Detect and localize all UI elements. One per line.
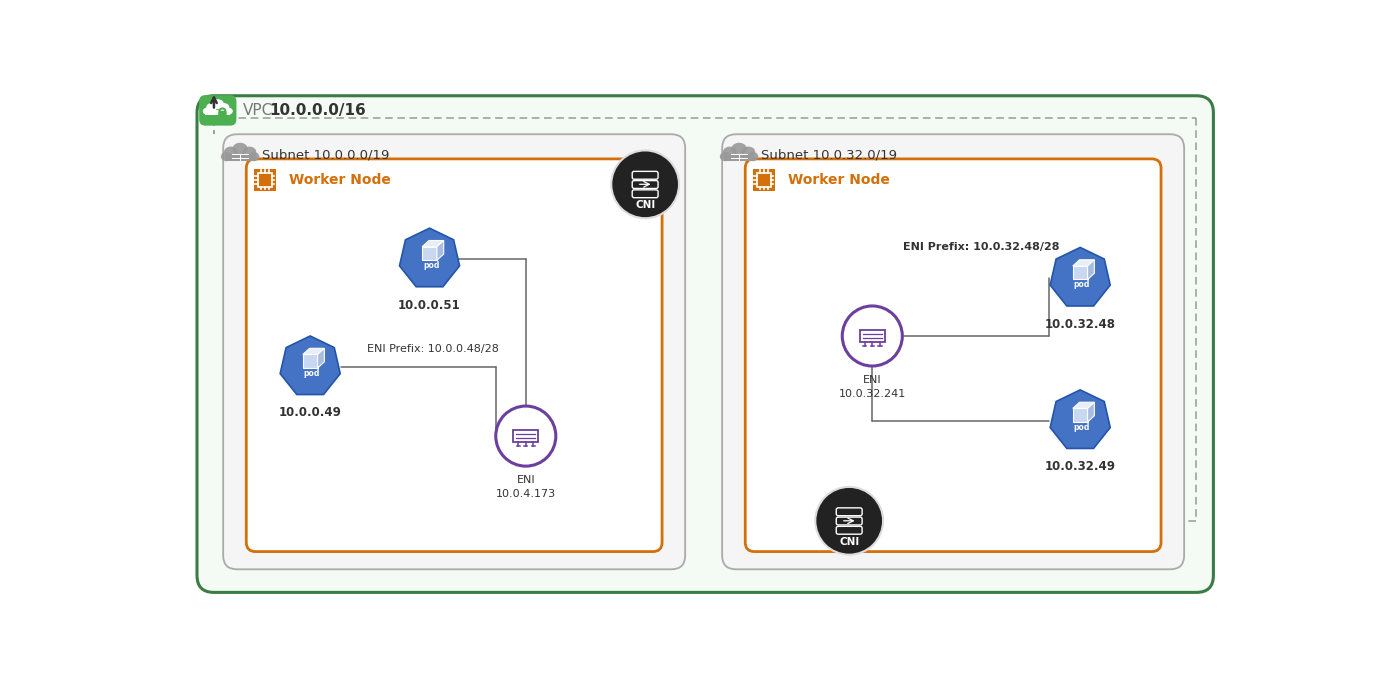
Text: VPC: VPC [244, 103, 274, 118]
FancyBboxPatch shape [197, 96, 1214, 592]
FancyBboxPatch shape [200, 95, 237, 126]
Text: CNI: CNI [634, 200, 655, 210]
Polygon shape [399, 228, 460, 287]
Ellipse shape [224, 147, 238, 158]
Ellipse shape [722, 147, 736, 158]
Polygon shape [303, 348, 325, 354]
Text: 10.0.4.173: 10.0.4.173 [495, 489, 556, 499]
Text: 10.0.32.49: 10.0.32.49 [1044, 460, 1116, 473]
Polygon shape [1073, 402, 1094, 408]
Ellipse shape [242, 147, 256, 158]
Ellipse shape [222, 152, 231, 161]
Polygon shape [1050, 390, 1110, 448]
Text: Subnet 10.0.0.0/19: Subnet 10.0.0.0/19 [261, 149, 389, 162]
Text: Subnet 10.0.32.0/19: Subnet 10.0.32.0/19 [761, 149, 897, 162]
Bar [753, 168, 775, 191]
Circle shape [611, 151, 678, 218]
Text: pod: pod [1073, 422, 1090, 431]
Ellipse shape [233, 143, 248, 155]
FancyBboxPatch shape [722, 135, 1185, 569]
Bar [860, 330, 885, 341]
Polygon shape [422, 241, 443, 247]
Text: 10.0.0.49: 10.0.0.49 [279, 406, 341, 420]
Text: 10.0.32.241: 10.0.32.241 [838, 389, 905, 399]
Ellipse shape [747, 152, 758, 161]
Circle shape [495, 406, 556, 466]
Bar [724, 154, 754, 161]
Ellipse shape [224, 107, 233, 115]
Circle shape [816, 487, 883, 555]
Text: pod: pod [304, 368, 321, 378]
Text: 10.0.0.51: 10.0.0.51 [398, 299, 461, 312]
Circle shape [842, 306, 903, 366]
Text: Worker Node: Worker Node [787, 172, 889, 187]
Ellipse shape [219, 103, 230, 112]
Polygon shape [1073, 408, 1087, 422]
Text: ENI Prefix: 10.0.0.48/28: ENI Prefix: 10.0.0.48/28 [367, 344, 499, 354]
Text: ENI: ENI [516, 475, 535, 485]
Bar [205, 110, 230, 115]
Polygon shape [1087, 260, 1094, 279]
Text: ENI: ENI [863, 375, 882, 385]
Bar [513, 430, 538, 441]
Bar [257, 173, 271, 187]
Polygon shape [1073, 260, 1094, 266]
Polygon shape [281, 336, 340, 395]
Text: CNI: CNI [839, 537, 860, 547]
Ellipse shape [720, 152, 731, 161]
Text: 10.0.0.0/16: 10.0.0.0/16 [270, 103, 366, 118]
Ellipse shape [212, 99, 224, 110]
Polygon shape [1050, 247, 1110, 306]
Ellipse shape [249, 152, 259, 161]
Bar [253, 168, 275, 191]
Text: Worker Node: Worker Node [289, 172, 391, 187]
Polygon shape [318, 348, 325, 368]
Text: ENI Prefix: 10.0.32.48/28: ENI Prefix: 10.0.32.48/28 [903, 243, 1060, 252]
FancyBboxPatch shape [246, 159, 662, 552]
Polygon shape [438, 241, 443, 260]
Polygon shape [1073, 266, 1087, 279]
Ellipse shape [202, 107, 212, 115]
Text: pod: pod [424, 261, 439, 270]
Text: 10.0.32.48: 10.0.32.48 [1044, 318, 1116, 331]
Bar [224, 154, 256, 161]
Polygon shape [1087, 402, 1094, 422]
FancyBboxPatch shape [219, 111, 227, 118]
FancyBboxPatch shape [223, 135, 685, 569]
Text: pod: pod [1073, 280, 1090, 289]
FancyBboxPatch shape [746, 159, 1161, 552]
Bar [757, 173, 771, 187]
Polygon shape [303, 354, 318, 368]
Ellipse shape [732, 143, 747, 155]
Ellipse shape [206, 103, 217, 112]
Polygon shape [422, 247, 438, 260]
Ellipse shape [742, 147, 755, 158]
